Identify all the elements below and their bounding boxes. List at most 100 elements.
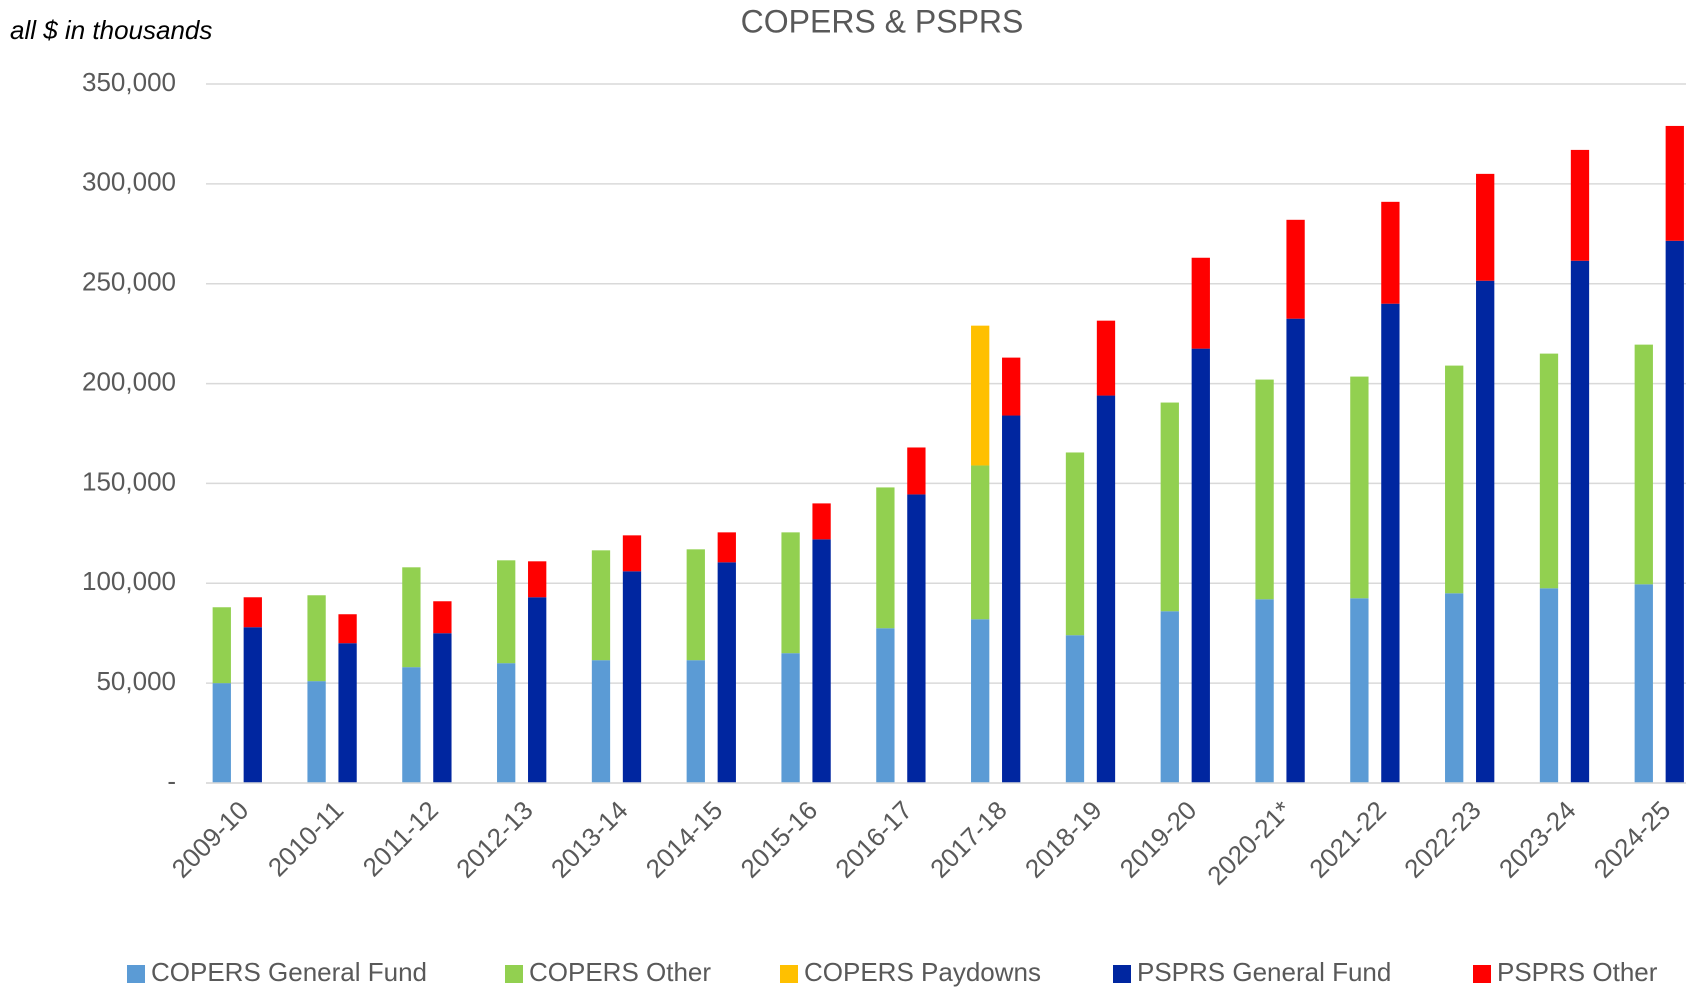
x-tick-label: 2010-11 <box>262 795 349 882</box>
x-tick-label: 2021-22 <box>1303 795 1392 884</box>
bar-segment <box>622 571 642 783</box>
bar-segment <box>1286 219 1305 319</box>
legend-swatch <box>780 965 798 983</box>
bar-segment <box>1160 402 1179 612</box>
bar-segment <box>243 627 262 783</box>
y-tick-label: 100,000 <box>82 566 176 596</box>
bar-segment <box>781 653 800 783</box>
bar-segment <box>1286 318 1305 783</box>
y-tick-label: 50,000 <box>96 666 176 696</box>
y-tick-label: 350,000 <box>82 67 176 97</box>
bar-segment <box>243 597 262 628</box>
bar-segment <box>591 550 611 661</box>
bar-segment <box>433 633 452 783</box>
x-tick-label: 2009-10 <box>166 795 255 884</box>
bar-segment <box>907 494 926 783</box>
x-tick-label: 2012-13 <box>450 795 539 884</box>
bar-segment <box>1255 379 1274 600</box>
bar-segment <box>907 447 926 495</box>
y-tick-label: 300,000 <box>82 167 176 197</box>
x-tick-label: 2014-15 <box>640 795 729 884</box>
bar-segment <box>1255 599 1274 783</box>
bar-segment <box>212 607 231 684</box>
bar-segment <box>812 503 831 540</box>
bar-segment <box>402 667 421 783</box>
legend-label: COPERS Paydowns <box>804 957 1041 987</box>
bar-segment <box>1665 125 1684 241</box>
annotation: all $ in thousands <box>10 15 212 45</box>
bar-segment <box>1665 240 1684 784</box>
x-tick-label: 2011-12 <box>357 795 444 882</box>
bar-segment <box>591 660 611 783</box>
y-tick-label: - <box>167 766 176 796</box>
bar-segment <box>1002 415 1021 783</box>
legend-swatch <box>505 965 523 983</box>
bar-segment <box>812 539 831 783</box>
bar-segment <box>1381 201 1400 304</box>
bar-segment <box>971 465 990 620</box>
bar-segment <box>717 532 736 563</box>
x-tick-label: 2020-21* <box>1201 795 1297 891</box>
bar-segment <box>307 595 326 682</box>
bar-segment <box>1191 257 1210 349</box>
x-tick-label: 2017-18 <box>924 795 1013 884</box>
legend-swatch <box>1473 965 1491 983</box>
bar-segment <box>1476 280 1495 783</box>
bar-segment <box>1065 635 1085 783</box>
bar-segment <box>212 683 231 783</box>
bar-segment <box>1350 376 1369 599</box>
bar-segment <box>1002 357 1021 416</box>
bar-segment <box>1570 260 1590 783</box>
bar-segment <box>402 567 421 668</box>
x-tick-label: 2016-17 <box>829 795 918 884</box>
bar-segment <box>1381 303 1400 783</box>
x-tick-label: 2024-25 <box>1588 795 1677 884</box>
bar-segment <box>338 643 357 783</box>
bar-segment <box>622 535 642 572</box>
bar-segment <box>686 549 705 661</box>
x-tick-label: 2022-23 <box>1398 795 1487 884</box>
legend-label: PSPRS General Fund <box>1137 957 1391 987</box>
y-tick-label: 200,000 <box>82 366 176 396</box>
bar-segment <box>433 601 452 634</box>
legend-label: COPERS Other <box>529 957 711 987</box>
bar-segment <box>1634 584 1653 783</box>
bar-segment <box>528 561 547 598</box>
bar-segment <box>1096 395 1116 783</box>
x-tick-label: 2013-14 <box>545 795 634 884</box>
legend-swatch <box>127 965 145 983</box>
bar-segment <box>1445 593 1464 783</box>
bar-segment <box>1539 588 1559 783</box>
bar-segment <box>1350 598 1369 783</box>
legend-swatch <box>1113 965 1131 983</box>
bar-segment <box>1096 320 1116 396</box>
bar-segment <box>1570 149 1590 261</box>
bar-segment <box>497 560 516 664</box>
bar-segment <box>971 325 990 466</box>
y-tick-label: 250,000 <box>82 267 176 297</box>
bar-segment <box>1160 611 1179 783</box>
x-tick-label: 2023-24 <box>1493 795 1582 884</box>
bar-segment <box>497 663 516 783</box>
legend-label: COPERS General Fund <box>151 957 427 987</box>
bar-segment <box>1634 344 1653 585</box>
y-tick-label: 150,000 <box>82 466 176 496</box>
bar-segment <box>781 532 800 654</box>
bar-segment <box>307 681 326 783</box>
bar-segment <box>876 487 895 629</box>
bar-segment <box>1065 452 1085 636</box>
bar-segment <box>876 628 895 783</box>
chart-title: COPERS & PSPRS <box>741 3 1024 39</box>
x-tick-label: 2019-20 <box>1114 795 1203 884</box>
bar-segment <box>1539 353 1559 589</box>
bar-segment <box>686 660 705 783</box>
bar-segment <box>971 619 990 783</box>
bar-segment <box>338 614 357 644</box>
x-tick-label: 2015-16 <box>735 795 824 884</box>
bar-segment <box>717 562 736 783</box>
legend-label: PSPRS Other <box>1497 957 1658 987</box>
x-tick-label: 2018-19 <box>1019 795 1108 884</box>
bar-segment <box>1476 173 1495 281</box>
